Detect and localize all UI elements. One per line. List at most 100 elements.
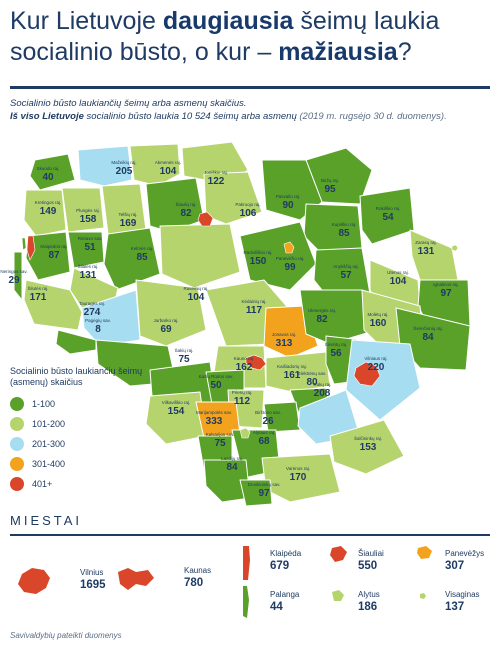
region-name-label: Panevėžio raj. xyxy=(276,256,305,261)
lithuania-map: Skuodo raj.40 Mažeikių raj.205 Akmenės raj… xyxy=(0,141,471,507)
region-value-label: 149 xyxy=(40,206,57,217)
region-value-label: 104 xyxy=(160,166,177,177)
region-value-label: 90 xyxy=(282,200,294,211)
vilnius-blob xyxy=(353,361,381,387)
visaginas-shape xyxy=(420,593,426,599)
region-name-label: Marijampolės sav. xyxy=(196,410,232,415)
region-value-label: 56 xyxy=(330,348,342,359)
region-16 xyxy=(103,227,161,291)
region-name-label: Kaišiadorių raj. xyxy=(277,364,307,369)
palanga-blob xyxy=(21,237,27,251)
region-value-label: 158 xyxy=(80,214,97,225)
legend: Socialinio būsto laukiančių šeimų (asmen… xyxy=(10,366,160,494)
legend-item: 101-200 xyxy=(10,414,160,434)
region-0 xyxy=(29,153,76,191)
city-alytus: Alytus 186 xyxy=(358,590,380,613)
region-50 xyxy=(203,459,251,503)
region-value-label: 95 xyxy=(324,184,336,195)
region-1 xyxy=(77,145,133,187)
region-value-label: 131 xyxy=(418,246,435,257)
subtitle-note: (2019 m. rugsėjo 30 d. duomenys). xyxy=(296,111,447,122)
legend-label: 201-300 xyxy=(32,439,66,449)
region-value-label: 97 xyxy=(440,288,452,299)
region-name-label: Alytaus raj. xyxy=(253,430,275,435)
region-name-label: Šalčininkų raj. xyxy=(354,435,382,441)
subtitle-line: Iš viso Lietuvoje socialinio būsto lauki… xyxy=(10,110,490,123)
region-name-label: Švenčionių raj. xyxy=(413,325,443,331)
legend-swatch xyxy=(10,457,24,471)
region-49 xyxy=(329,419,405,475)
legend-item: 401+ xyxy=(10,474,160,494)
klaipeda-shape xyxy=(243,546,250,580)
region-52 xyxy=(239,479,273,507)
region-value-label: 85 xyxy=(136,252,148,263)
region-value-label: 99 xyxy=(284,262,296,273)
subtitle: Socialinio būsto laukiančių šeimų arba a… xyxy=(10,97,490,123)
region-value-label: 333 xyxy=(206,416,223,427)
region-value-label: 169 xyxy=(120,218,137,229)
city-panevezys: Panevėžys 307 xyxy=(445,549,484,572)
region-12 xyxy=(303,203,363,253)
region-value-label: 80 xyxy=(306,377,318,388)
region-26 xyxy=(135,279,207,347)
city-value: 780 xyxy=(184,577,204,589)
region-2 xyxy=(129,143,181,187)
region-value-label: 208 xyxy=(314,388,331,399)
title-text: ? xyxy=(397,38,412,66)
region-name-label: Zarasų raj. xyxy=(415,240,437,245)
region-value-label: 220 xyxy=(368,362,385,373)
region-name-label: Širvintų raj. xyxy=(325,341,348,347)
kaunas-blob xyxy=(245,354,267,371)
legend-item: 1-100 xyxy=(10,394,160,414)
region-name-label: Joniškio raj. xyxy=(204,170,228,175)
region-name-label: Kretingos raj. xyxy=(35,200,62,205)
title-bold-most: daugiausia xyxy=(162,7,294,35)
region-value-label: 87 xyxy=(48,250,60,261)
region-name-label: Klaipėdos raj. xyxy=(40,244,67,249)
region-value-label: 75 xyxy=(214,438,226,449)
region-value-label: 8 xyxy=(95,324,101,335)
palanga-shape xyxy=(243,586,249,618)
region-39 xyxy=(345,339,421,421)
region-name-label: Pasvalio raj. xyxy=(276,194,301,199)
legend-swatch xyxy=(10,437,24,451)
region-value-label: 85 xyxy=(338,228,350,239)
city-value: 186 xyxy=(358,601,378,613)
region-13 xyxy=(359,187,415,245)
region-name-label: Skuodo raj. xyxy=(37,166,60,171)
region-value-label: 171 xyxy=(30,292,47,303)
region-name-label: Ukmergės raj. xyxy=(308,308,336,313)
city-shapes xyxy=(18,546,432,618)
region-32 xyxy=(299,289,371,345)
region-value-label: 82 xyxy=(316,314,328,325)
region-name-label: Rokiškio raj. xyxy=(376,206,401,211)
region-name-label: Šilutės raj. xyxy=(27,285,48,291)
region-value-label: 122 xyxy=(208,176,225,187)
city-value: 1695 xyxy=(80,579,106,591)
region-value-label: 161 xyxy=(284,370,301,381)
legend-title: Socialinio būsto laukiančių šeimų (asmen… xyxy=(10,366,143,387)
alytus-shape xyxy=(332,590,344,601)
cities-section-title: MIESTAI xyxy=(10,513,83,528)
city-value: 307 xyxy=(445,560,465,572)
region-name-label: Tauragės raj. xyxy=(79,301,105,306)
city-palanga: Palanga 44 xyxy=(270,590,299,613)
region-name-label: Prienų raj. xyxy=(232,390,253,395)
city-value: 679 xyxy=(270,560,290,572)
region-name-label: Kelmės raj. xyxy=(131,246,154,251)
region-name-label: Varėnos raj. xyxy=(286,466,310,471)
region-value-label: 170 xyxy=(290,472,307,483)
legend-label: 401+ xyxy=(32,479,53,489)
region-name-label: Radviliškio raj. xyxy=(243,250,272,255)
region-value-label: 117 xyxy=(246,305,263,316)
region-value-label: 54 xyxy=(382,212,394,223)
visaginas-blob xyxy=(451,244,459,252)
subtitle-line: Socialinio būsto laukiančių šeimų arba a… xyxy=(10,98,247,109)
legend-label: 301-400 xyxy=(32,459,66,469)
region-value-label: 154 xyxy=(168,406,185,417)
city-name: Šiauliai xyxy=(358,549,384,558)
vilnius-shape xyxy=(18,568,50,594)
region-17 xyxy=(159,223,241,289)
region-6 xyxy=(23,189,67,237)
region-value-label: 75 xyxy=(178,354,190,365)
